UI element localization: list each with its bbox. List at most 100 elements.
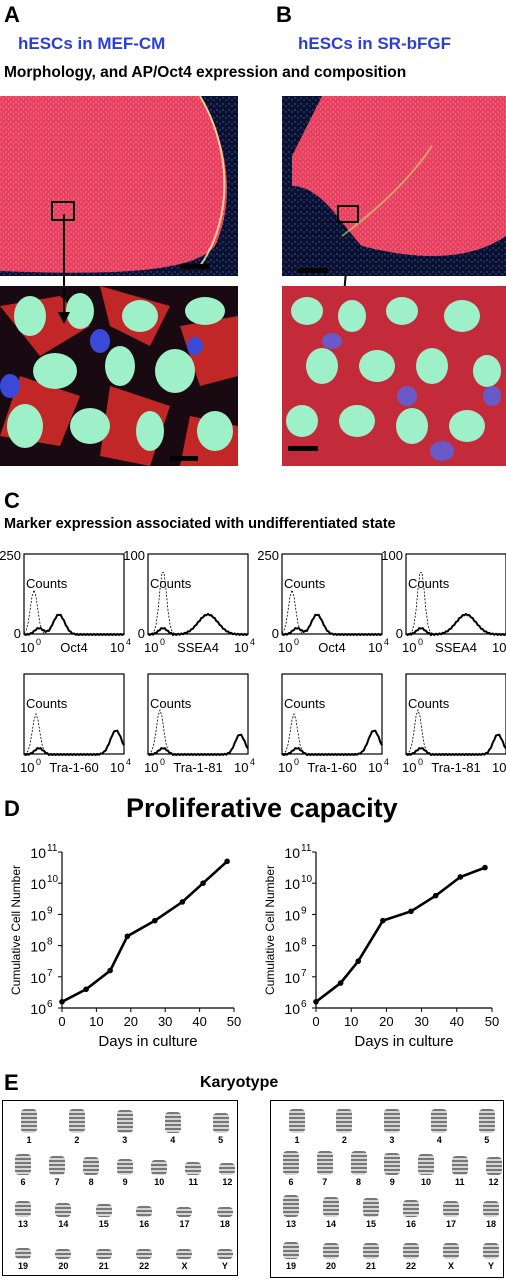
- chromosome-label: 20: [58, 1261, 69, 1271]
- growth-line: [61, 860, 228, 1003]
- histogram-ymin-label: 0: [272, 626, 279, 641]
- growth-point: [200, 880, 206, 886]
- chromosome-band-image: [164, 1111, 181, 1133]
- chromosome-band-image: [283, 1151, 299, 1175]
- chromosome-pair: 5: [475, 1109, 499, 1145]
- chromosome-band-image: [185, 1161, 202, 1175]
- panel-c-letter: C: [4, 488, 20, 513]
- chromosome-band-image: [136, 1205, 153, 1217]
- chromosome-label: 17: [445, 1219, 456, 1229]
- chromosome-pair: 1: [285, 1109, 309, 1145]
- chromosome-band-image: [95, 1249, 112, 1259]
- chromosome-pair: 19: [11, 1235, 35, 1271]
- x-tick-label: 50: [485, 1014, 499, 1029]
- isotype-control-curve: [281, 588, 382, 635]
- panel-a-colony-image: [0, 96, 238, 276]
- histogram-ylabel: Counts: [408, 696, 450, 711]
- histogram-xmax-exp: 4: [384, 757, 389, 767]
- chromosome-band-image: [451, 1155, 468, 1175]
- chromosome-band-image: [483, 1243, 499, 1259]
- chromosome-band-image: [151, 1160, 168, 1175]
- chromosome-pair: 8: [79, 1151, 103, 1187]
- chromosome-band-image: [136, 1249, 153, 1259]
- y-tick-exponent: 6: [47, 999, 53, 1010]
- chromosome-label: 12: [222, 1177, 233, 1187]
- chromosome-band-image: [323, 1196, 339, 1217]
- histogram-frame: [405, 673, 506, 755]
- y-tick-label: 10: [30, 845, 46, 861]
- histogram-xmin-exp: 0: [418, 637, 423, 647]
- chromosome-band-image: [216, 1249, 233, 1259]
- chromosome-pair: 9: [113, 1151, 137, 1187]
- y-tick-exponent: 9: [301, 905, 307, 916]
- panel-d-title: Proliferative capacity: [126, 793, 398, 823]
- x-tick-label: 30: [158, 1014, 172, 1029]
- chromosome-band-image: [117, 1158, 134, 1175]
- histogram-xmax-label: 10: [234, 760, 248, 772]
- y-tick-exponent: 10: [301, 874, 313, 885]
- histogram-marker-label: Oct4: [60, 640, 87, 655]
- chromosome-band-image: [283, 1195, 299, 1217]
- panel-c-title: Marker expression associated with undiff…: [4, 516, 396, 532]
- y-tick-exponent: 6: [301, 999, 307, 1010]
- marker-curve: [405, 733, 506, 757]
- growth-point: [432, 892, 439, 899]
- panel-b-nuclei-svg: [282, 286, 506, 466]
- histogram-xmax-label: 10: [368, 760, 382, 772]
- x-tick-label: 10: [89, 1014, 103, 1029]
- chromosome-label: 1: [294, 1135, 300, 1145]
- histogram-frame: [23, 553, 125, 635]
- chromosome-pair: X: [439, 1235, 463, 1271]
- histogram-xmax-label: 10: [110, 640, 124, 655]
- panel-d-letter: D: [4, 796, 20, 821]
- y-tick-exponent: 11: [47, 843, 58, 854]
- chromosome-label: X: [181, 1261, 188, 1271]
- marker-curve: [23, 613, 125, 637]
- histogram-xmin-label: 10: [402, 760, 416, 772]
- histogram-ymin-label: 0: [138, 626, 145, 641]
- chromosome-band-image: [316, 1151, 333, 1175]
- chromosome-band-image: [95, 1204, 112, 1217]
- histogram-xmin-exp: 0: [294, 637, 299, 647]
- chromosome-band-image: [289, 1109, 305, 1133]
- chromosome-label: 9: [122, 1177, 128, 1187]
- histogram-ylabel: Counts: [26, 696, 68, 711]
- histogram-xmin-exp: 0: [418, 757, 423, 767]
- panel-a-letter: A: [4, 2, 20, 27]
- panel-e-title: Karyotype: [200, 1074, 279, 1091]
- x-tick-label: 0: [312, 1014, 319, 1029]
- chromosome-band-image: [219, 1163, 236, 1175]
- x-tick-label: 40: [192, 1014, 206, 1029]
- histogram-marker-label: Tra-1-60: [49, 760, 98, 772]
- histogram-xmin-exp: 0: [160, 757, 165, 767]
- growth-point: [482, 864, 488, 871]
- chromosome-pair: 17: [439, 1193, 463, 1229]
- panel-b-letter: B: [276, 2, 292, 27]
- chromosome-band-image: [15, 1154, 31, 1175]
- chromosome-pair: 6: [11, 1151, 35, 1187]
- chromosome-label: Y: [487, 1261, 494, 1271]
- chromosome-label: 13: [285, 1219, 296, 1229]
- x-tick-label: 10: [344, 1014, 358, 1029]
- isotype-control-curve: [405, 572, 506, 635]
- growth-line: [315, 866, 486, 1003]
- chromosome-pair: 21: [359, 1235, 383, 1271]
- chromosome-pair: 8: [347, 1151, 371, 1187]
- chromosome-band-image: [83, 1157, 100, 1175]
- chromosome-label: 14: [325, 1219, 336, 1229]
- chromosome-band-image: [383, 1109, 400, 1133]
- chromosome-band-image: [485, 1157, 502, 1175]
- histogram-ymax-label: 100: [123, 548, 145, 563]
- chromosome-pair: 15: [359, 1193, 383, 1229]
- chromosome-band-image: [21, 1109, 37, 1133]
- panel-e-letter: E: [4, 1070, 19, 1095]
- chromosome-band-image: [176, 1207, 193, 1217]
- histogram-xmax-exp: 4: [126, 757, 131, 767]
- chromosome-pair: 17: [172, 1193, 196, 1229]
- chromosome-band-image: [68, 1109, 85, 1133]
- chromosome-pair: 5: [209, 1109, 233, 1145]
- y-tick-label: 10: [30, 970, 46, 986]
- histogram-xmin-label: 10: [144, 760, 158, 772]
- chromosome-pair: X: [172, 1235, 196, 1271]
- chromosome-band-image: [403, 1199, 419, 1217]
